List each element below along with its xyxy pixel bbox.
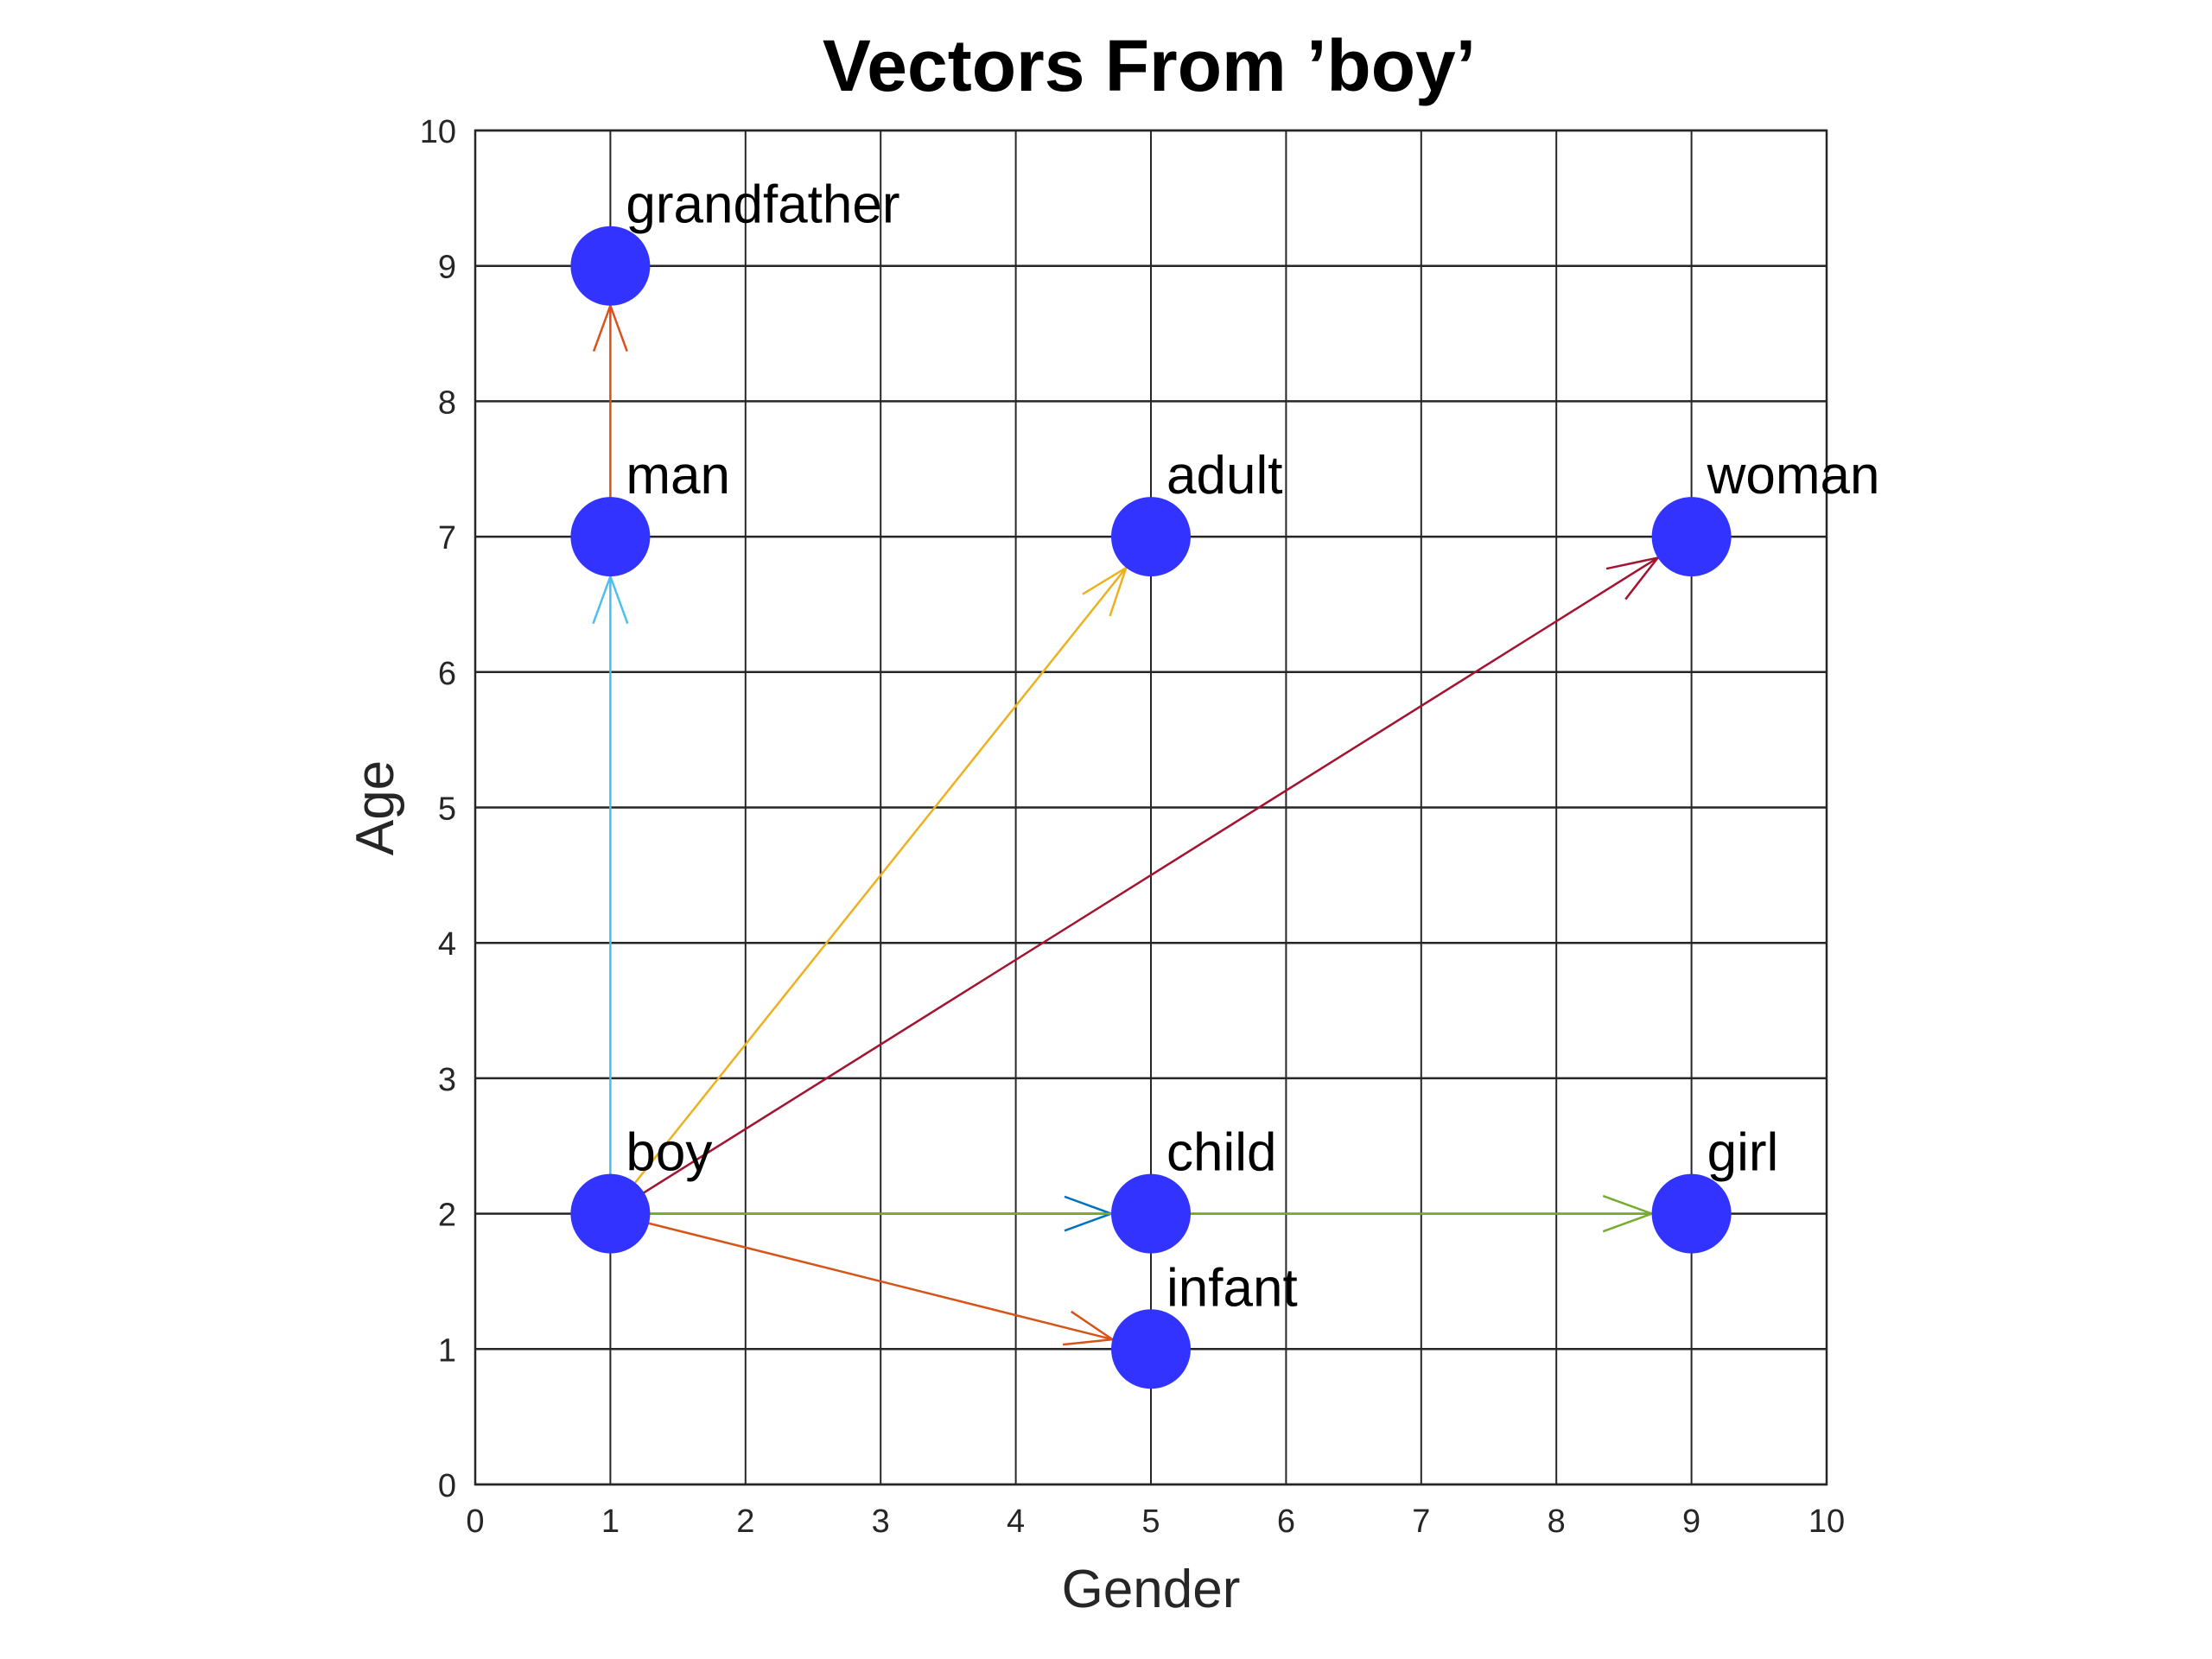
- x-tick-label: 3: [872, 1503, 890, 1540]
- axes-box: [474, 129, 1828, 1486]
- y-tick-label: 7: [438, 520, 456, 556]
- y-tick-label: 2: [438, 1198, 456, 1234]
- data-point-marker: [570, 497, 651, 577]
- points: grandfather man adult woman boy child girl infa…: [570, 175, 1879, 1389]
- data-point-label: woman: [1707, 446, 1880, 505]
- x-tick-label: 9: [1682, 1503, 1700, 1540]
- data-point-label: adult: [1166, 446, 1282, 505]
- data-point-label: man: [626, 446, 730, 505]
- y-tick-label: 1: [438, 1332, 456, 1369]
- vector-line: [610, 1212, 1113, 1341]
- data-point-label: child: [1166, 1123, 1277, 1183]
- x-tick-label: 2: [736, 1503, 754, 1540]
- y-tick-label: 3: [438, 1062, 456, 1098]
- x-tick-label: 8: [1548, 1503, 1566, 1540]
- data-point-label: girl: [1707, 1123, 1779, 1183]
- vectors: [592, 302, 1661, 1346]
- data-point-marker: [1651, 497, 1732, 577]
- data-point-marker: [570, 226, 651, 306]
- y-tick-label: 8: [438, 385, 456, 421]
- x-tick-label: 7: [1412, 1503, 1430, 1540]
- x-tick-label: 10: [1808, 1503, 1845, 1540]
- data-point-marker: [1651, 1173, 1732, 1254]
- y-tick-label: 4: [438, 926, 456, 963]
- x-tick-label: 5: [1141, 1503, 1160, 1540]
- data-point-label: infant: [1166, 1258, 1298, 1318]
- data-point-label: grandfather: [626, 175, 899, 235]
- y-tick-label: 5: [438, 791, 456, 828]
- vector-arrowhead: [1082, 565, 1128, 617]
- data-point-marker: [570, 1173, 651, 1254]
- y-tick-label: 9: [438, 250, 456, 286]
- data-point-marker: [1111, 1309, 1191, 1389]
- x-tick-label: 4: [1007, 1503, 1025, 1540]
- y-tick-label: 6: [438, 656, 456, 692]
- vector-line: [609, 567, 1128, 1215]
- chart-title: Vectors From ’boy’: [823, 25, 1476, 106]
- y-tick-label: 10: [420, 114, 456, 150]
- vector-line: [609, 556, 1659, 1215]
- data-point-marker: [1111, 1173, 1191, 1254]
- y-axis-label: Age: [346, 760, 405, 855]
- x-tick-label: 1: [601, 1503, 620, 1540]
- x-axis-label: Gender: [1062, 1560, 1241, 1619]
- data-point-label: boy: [626, 1123, 712, 1183]
- y-tick-label: 0: [438, 1468, 456, 1504]
- ticks: 0 1 2 3 4 5 6 7 8 9 10 0 1 2 3 4 5 6 7 8 9 10: [420, 114, 1845, 1540]
- data-point-marker: [1111, 497, 1191, 577]
- grid: [474, 129, 1828, 1486]
- x-tick-label: 6: [1277, 1503, 1295, 1540]
- vector-arrowhead: [1605, 556, 1661, 601]
- x-tick-label: 0: [466, 1503, 484, 1540]
